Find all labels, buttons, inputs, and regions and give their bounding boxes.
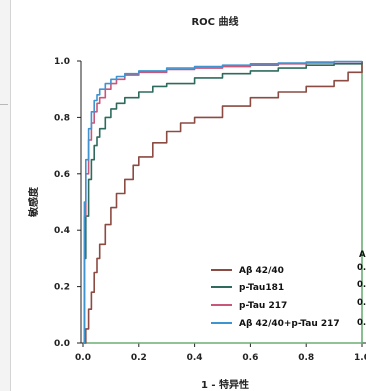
auc-value: 0. <box>357 280 366 290</box>
auc-value-group: 0. 0. 0. 0. <box>357 263 366 328</box>
y-tick-label: 0.4 <box>54 226 70 236</box>
y-axis-label: 敏感度 <box>27 186 40 218</box>
x-tick-label: 0.4 <box>187 353 203 363</box>
x-tick-label: 0.8 <box>298 353 314 363</box>
roc-curve-4 <box>83 61 363 344</box>
legend-label: Aβ 42/40+p-Tau 217 <box>239 319 340 329</box>
roc-curve-0 <box>83 61 363 344</box>
y-tick-label: 1.0 <box>54 57 70 67</box>
legend-label: p-Tau181 <box>239 283 284 293</box>
window-left-edge <box>0 0 10 391</box>
x-tick-label: 0.2 <box>131 353 147 363</box>
roc-curves <box>83 60 363 344</box>
auc-value: 0. <box>357 263 366 273</box>
auc-column-header: A <box>359 250 366 260</box>
legend-label: p-Tau 217 <box>239 301 287 311</box>
y-tick-label: 0.6 <box>54 170 70 180</box>
roc-curve-1 <box>83 61 363 344</box>
y-tick-label: 0.2 <box>54 283 70 293</box>
x-tick-label: 1.0 <box>354 353 366 363</box>
y-tick-label: 0.8 <box>54 113 70 123</box>
auc-value: 0. <box>357 298 366 308</box>
window-left-border <box>10 0 11 391</box>
auc-value: 0. <box>357 318 366 328</box>
y-tick-group: 0.0 0.2 0.4 0.6 0.8 1.0 <box>54 57 81 349</box>
legend-label: Aβ 42/40 <box>239 266 284 276</box>
chart-legend: Aβ 42/40 p-Tau181 p-Tau 217 Aβ 42/40+p-Tau … <box>211 266 340 329</box>
x-tick-group: 0.0 0.2 0.4 0.6 0.8 1.0 <box>75 343 366 363</box>
chart-title: ROC 曲线 <box>191 15 238 28</box>
x-tick-label: 0.6 <box>242 353 258 363</box>
x-axis-label: 1 - 特异性 <box>201 378 249 391</box>
x-tick-label: 0.0 <box>75 353 91 363</box>
roc-curve-3 <box>83 60 363 344</box>
window-edge-tick <box>0 104 8 105</box>
y-tick-label: 0.0 <box>54 339 70 349</box>
